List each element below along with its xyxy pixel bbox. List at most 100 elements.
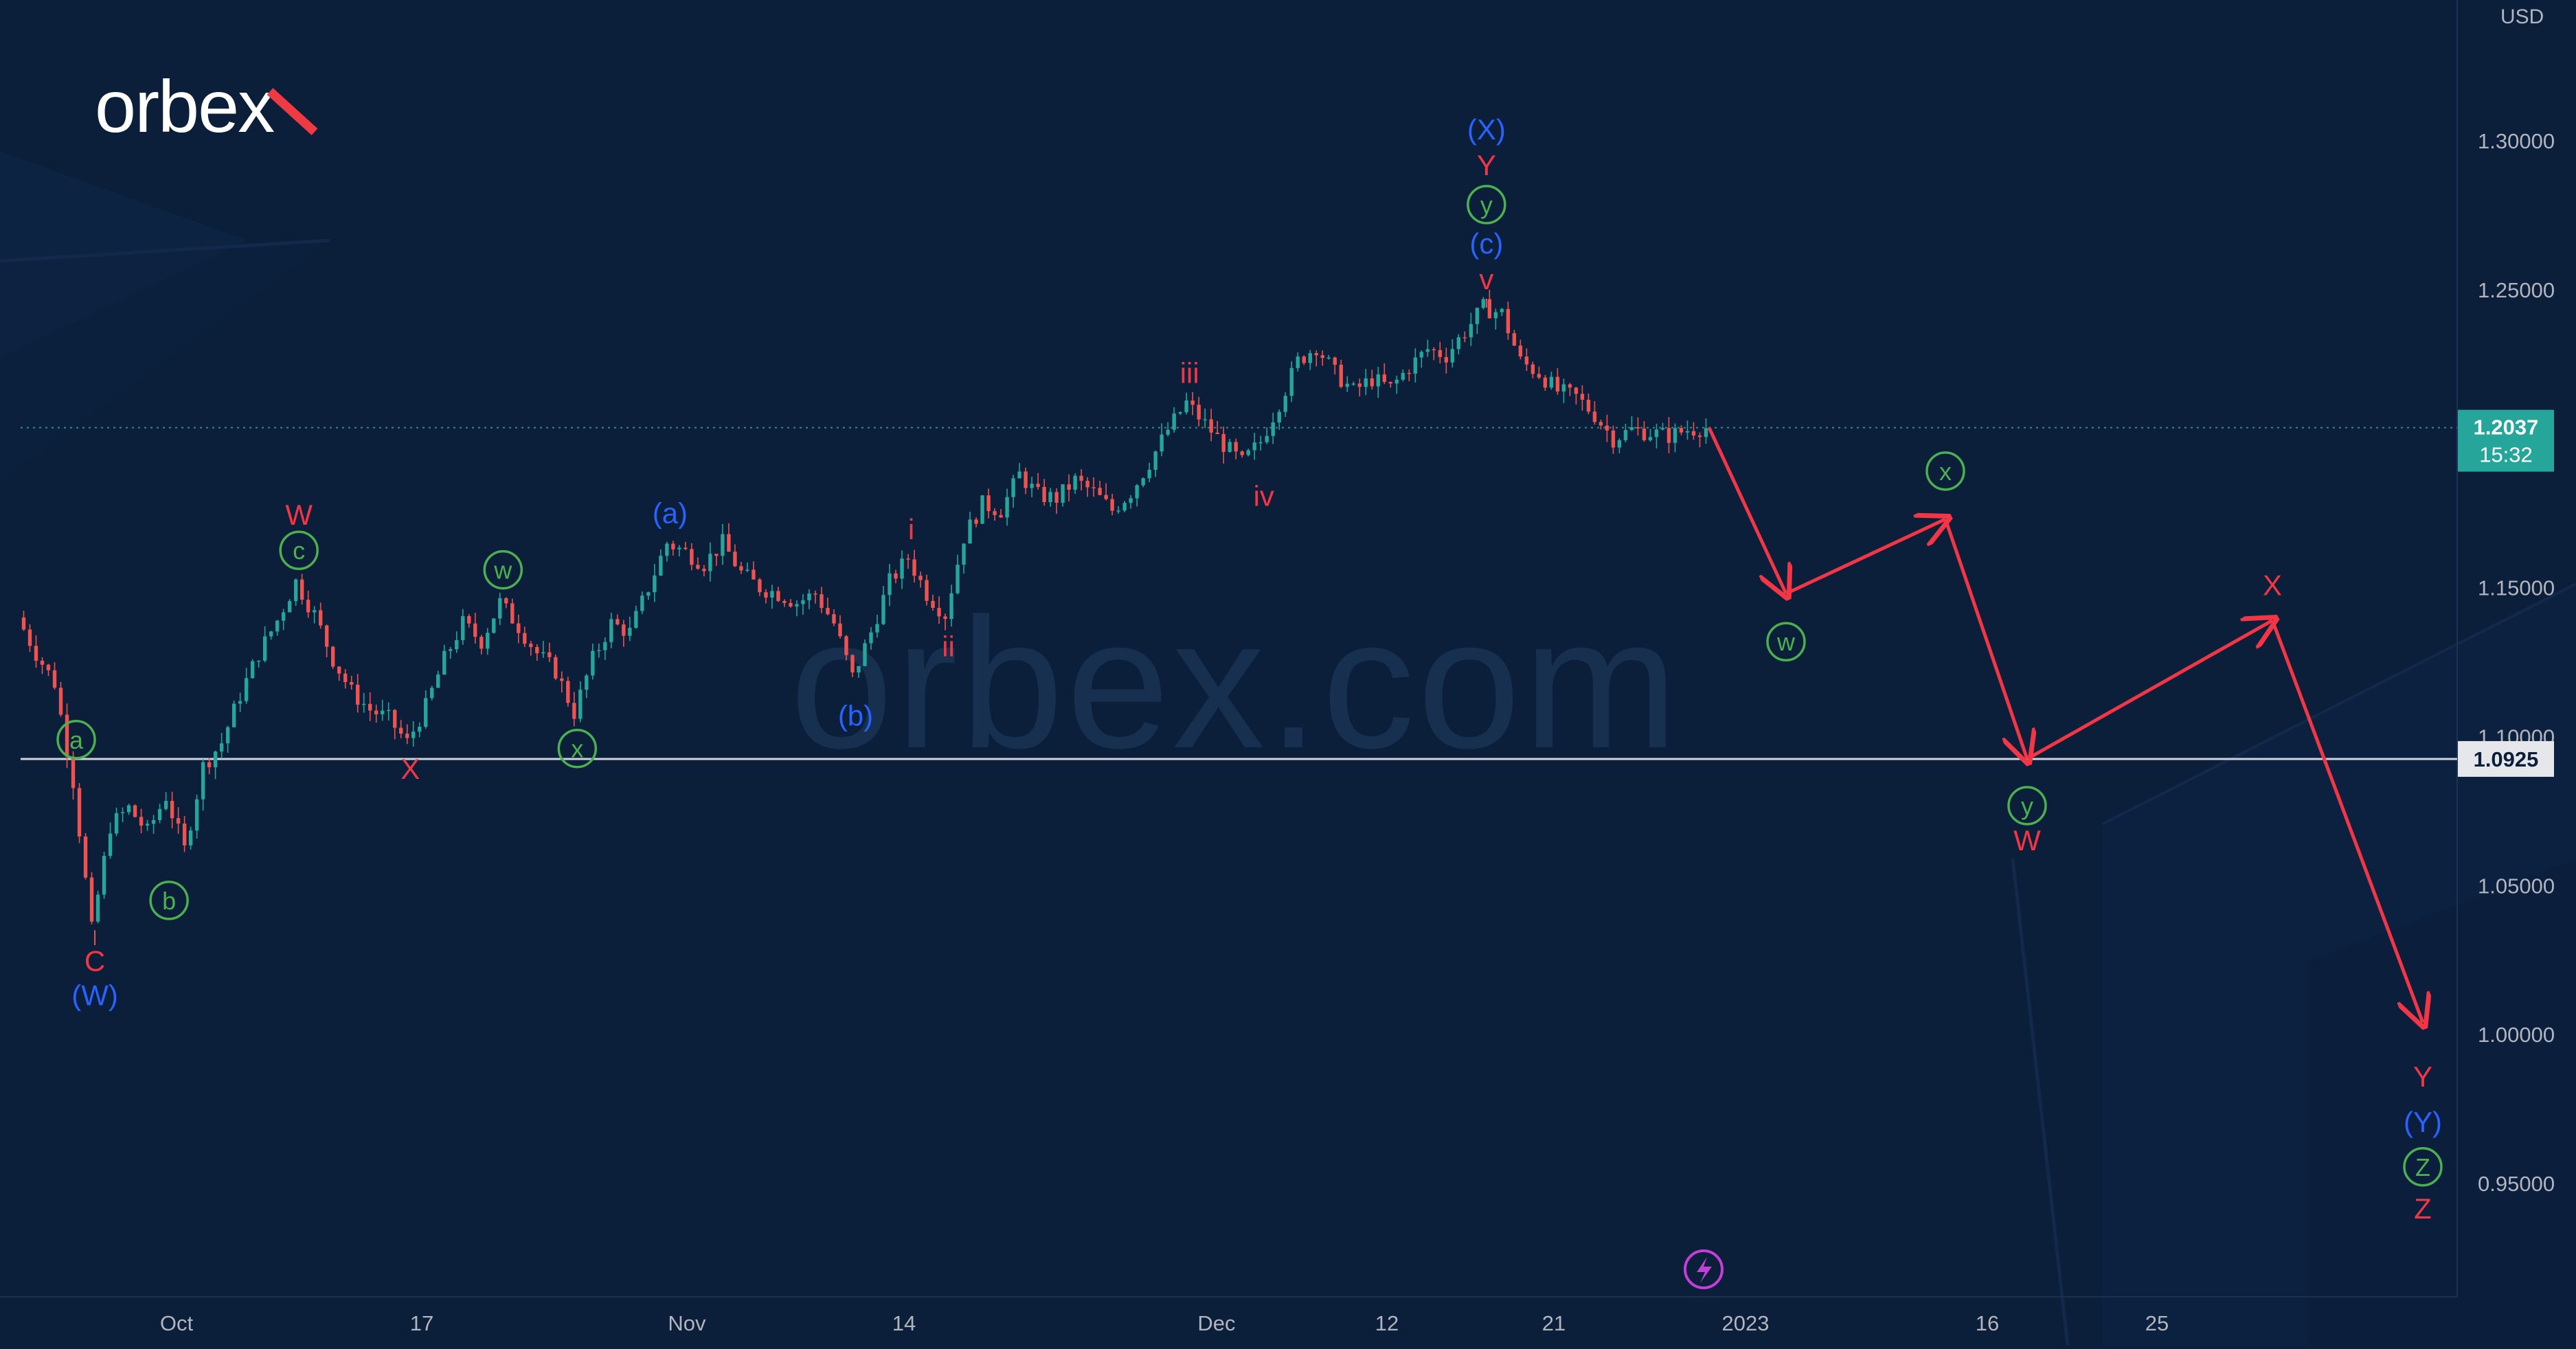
time-axis[interactable]: Oct 17 Nov 14 Dec 12 21 2023 16 25 <box>160 1311 2169 1335</box>
wave-label-circle <box>483 549 523 590</box>
candle-body <box>120 812 125 814</box>
wave-label-text: iii <box>1180 357 1199 389</box>
candle-body <box>312 610 317 613</box>
wave-label-text: v <box>1479 263 1493 295</box>
candle-body <box>1252 442 1256 451</box>
candle-body <box>702 569 706 571</box>
candle-body <box>1605 425 1609 431</box>
wave-label-circle <box>279 530 319 570</box>
candle-body <box>1388 382 1393 384</box>
candle-body <box>126 805 131 813</box>
price-axis[interactable]: 1.300001.250001.150001.100001.050001.000… <box>2478 129 2555 1196</box>
candle-body <box>1697 435 1702 438</box>
candle-body <box>943 616 947 620</box>
candle-body <box>95 894 100 922</box>
candle-body <box>1506 308 1511 334</box>
forecast-segment <box>1707 427 1786 594</box>
wave-label-text: (X) <box>1467 113 1506 146</box>
support-value: 1.0925 <box>2474 747 2539 771</box>
candle-body <box>1153 451 1157 470</box>
price-tick-label: 0.95000 <box>2478 1172 2555 1196</box>
candle-body <box>1475 308 1480 324</box>
wave-label-circle <box>1467 185 1506 225</box>
candle-body <box>1660 428 1665 430</box>
candle-body <box>1234 442 1238 452</box>
candle-body <box>1326 357 1331 359</box>
candle-body <box>591 650 595 676</box>
wave-label-text: b <box>162 887 176 915</box>
candle-body <box>1512 333 1517 346</box>
candle-body <box>1617 440 1622 448</box>
candle-body <box>523 633 527 644</box>
candle-body <box>888 573 892 596</box>
candle-body <box>1042 486 1046 503</box>
price-tick-label: 1.15000 <box>2478 576 2555 600</box>
candle-body <box>486 633 490 649</box>
candle-body <box>832 614 836 624</box>
time-tick-label: 21 <box>1542 1311 1566 1335</box>
watermark: orbex.com <box>790 580 1680 787</box>
candle-body <box>1030 484 1034 488</box>
candle-body <box>1673 428 1677 443</box>
candle-body <box>225 727 230 744</box>
wave-label: C <box>84 945 105 977</box>
candle-body <box>318 610 323 626</box>
wave-label-circle <box>557 728 598 769</box>
wave-label: (a) <box>653 497 688 530</box>
wave-label: Z <box>2414 1192 2432 1225</box>
time-tick-label: 2023 <box>1722 1311 1770 1335</box>
candle-body <box>293 579 298 602</box>
candle-body <box>752 569 756 580</box>
candle-body <box>1333 357 1337 365</box>
candle-body <box>1642 428 1647 440</box>
candle-body <box>418 727 422 732</box>
candle-body <box>58 688 63 715</box>
candle-body <box>473 623 477 637</box>
candle-body <box>256 660 261 662</box>
candle-body <box>894 573 898 579</box>
candle-body <box>1135 485 1139 499</box>
candle-body <box>238 701 242 704</box>
candle-body <box>1073 475 1077 490</box>
candle-body <box>1104 495 1108 499</box>
candle-body <box>349 682 354 685</box>
candle-body <box>1036 484 1040 487</box>
candle-body <box>758 579 762 593</box>
candle-body <box>1592 411 1597 422</box>
last-price-value: 1.2037 <box>2474 416 2539 440</box>
candle-body <box>1092 487 1096 488</box>
candle-body <box>615 619 620 625</box>
candle-body <box>745 569 749 571</box>
forecast-path <box>1707 427 2423 1023</box>
candle-body <box>863 643 867 666</box>
candle-body <box>881 595 885 624</box>
candle-body <box>151 819 156 824</box>
candle-body <box>1574 387 1579 394</box>
candle-body <box>219 743 224 752</box>
countdown-value: 15:32 <box>2479 443 2533 467</box>
candle-body <box>83 836 88 878</box>
wave-label-text: X <box>400 753 420 785</box>
candle-body <box>1283 396 1287 412</box>
candle-body <box>1184 400 1188 413</box>
logo-x-accent <box>267 88 318 135</box>
candle-body <box>1271 422 1275 436</box>
candle-body <box>1048 492 1052 503</box>
wave-label-circled: c <box>279 530 319 570</box>
candle-body <box>1419 352 1424 358</box>
candle-body <box>1413 357 1418 374</box>
wave-label-circle <box>56 720 96 760</box>
time-tick-label: 17 <box>410 1311 433 1335</box>
candle-body <box>566 681 570 703</box>
candle-body <box>554 657 558 679</box>
price-tick-label: 1.30000 <box>2478 129 2555 153</box>
candle-body <box>1648 437 1653 440</box>
lightning-icon[interactable] <box>1684 1249 1724 1289</box>
wave-label: (Y) <box>2404 1106 2442 1138</box>
candle-body <box>974 519 978 524</box>
candle-body <box>1258 442 1263 444</box>
candle-body <box>622 624 626 636</box>
wave-label-text: W <box>285 499 313 531</box>
